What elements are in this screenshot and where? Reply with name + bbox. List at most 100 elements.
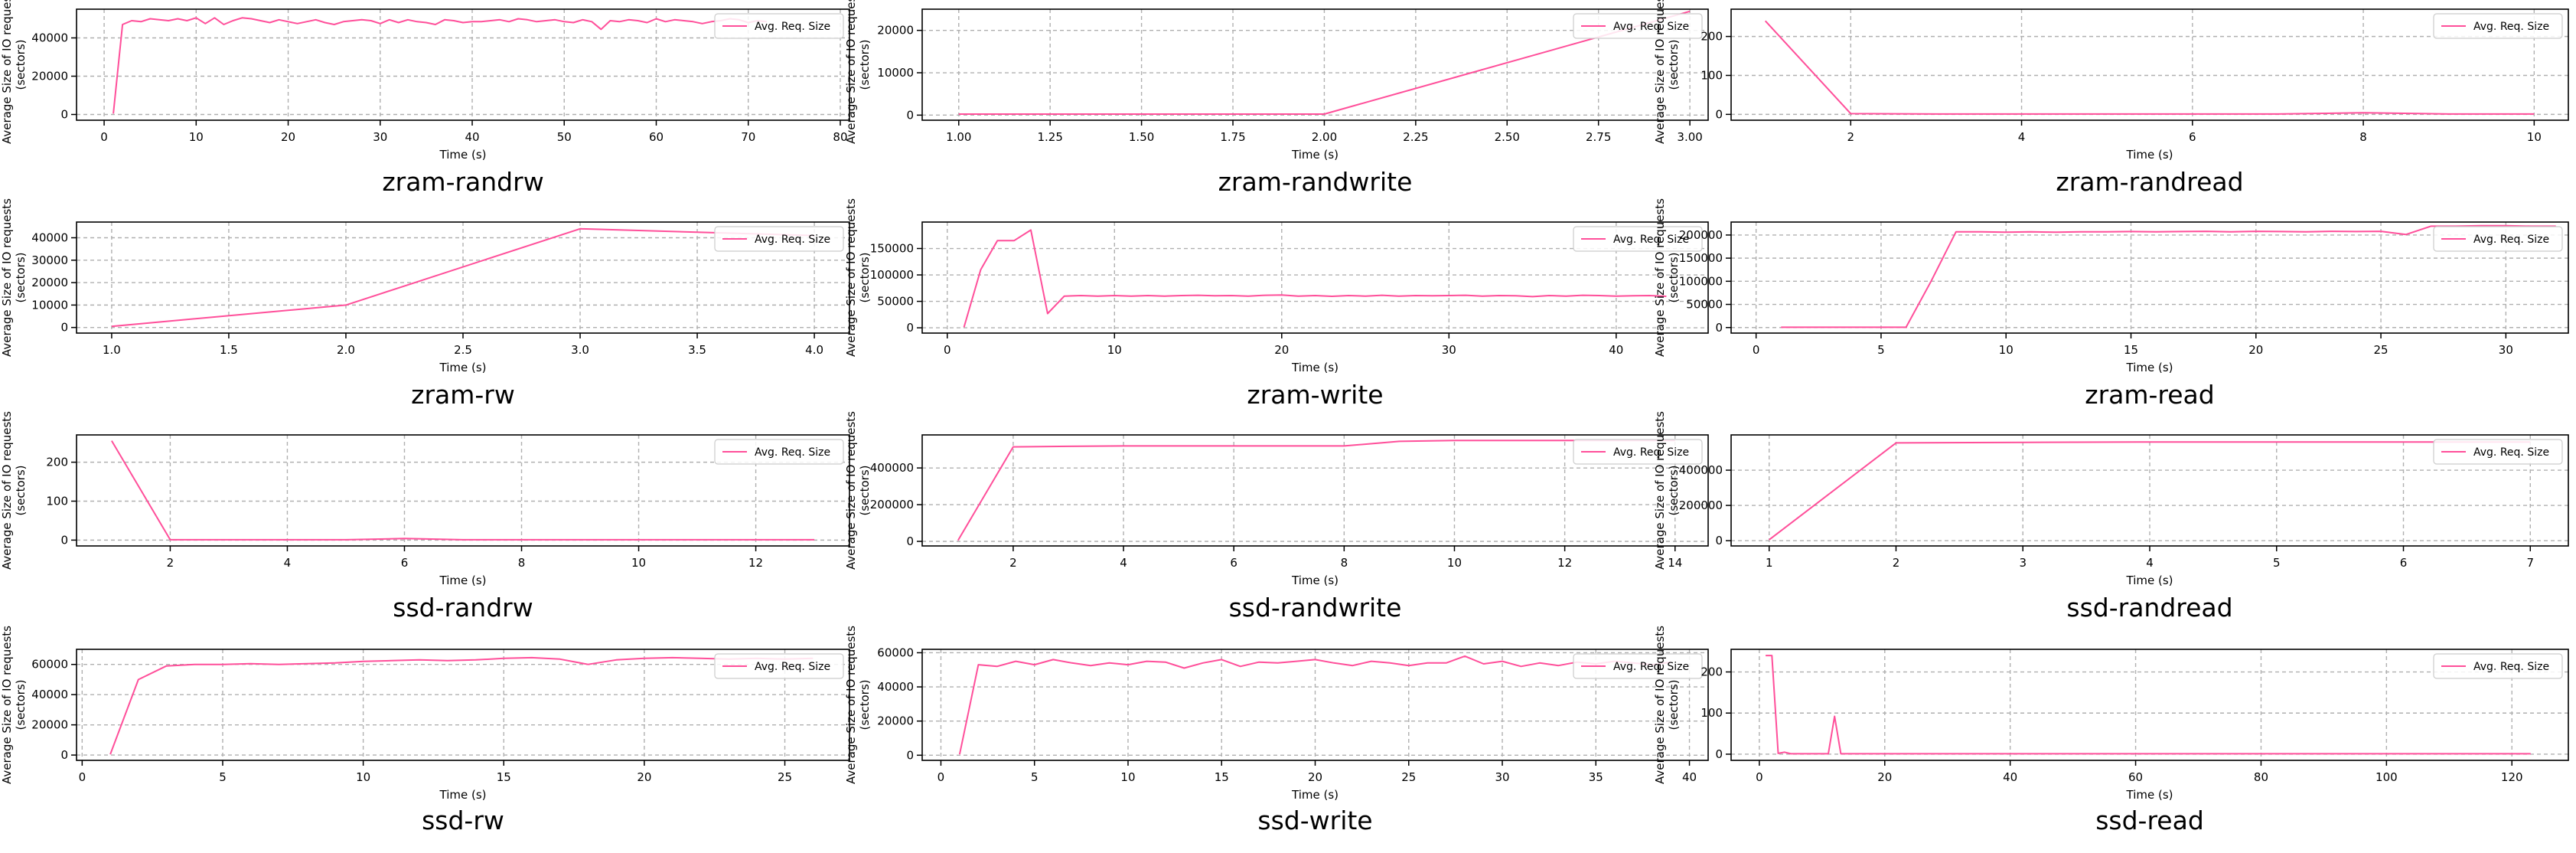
y-tick-label: 150000 [870, 242, 914, 256]
chart-panel: 1 2 3 4 5 6 7 0 200000 400000 Time (s) Average Size… [1653, 411, 2569, 587]
x-tick-label: 6 [2400, 556, 2408, 570]
x-tick-label: 5 [2273, 556, 2281, 570]
x-tick-label: 3.0 [571, 343, 589, 357]
x-axis-label: Time (s) [2126, 574, 2173, 587]
x-tick-label: 7 [2526, 556, 2534, 570]
x-tick-label: 8 [1341, 556, 1348, 570]
series-line [958, 655, 1671, 755]
x-tick-label: 0 [1753, 343, 1760, 357]
x-tick-label: 2.50 [1495, 130, 1520, 144]
x-axis-label: Time (s) [1291, 574, 1339, 587]
y-axis-label-line: (sectors) [1667, 39, 1681, 90]
x-tick-label: 25 [1401, 770, 1416, 784]
x-tick-label: 15 [1215, 770, 1229, 784]
series-line [957, 440, 1675, 541]
chart-panel: 2 4 6 8 10 12 14 0 200000 400000 Time (s) Average S… [844, 411, 1709, 587]
legend-label: Avg. Req. Size [755, 21, 830, 33]
y-axis-label-line: (sectors) [14, 39, 28, 90]
series-line [111, 227, 815, 328]
y-axis-label-line: Average Size of IO requests [1653, 411, 1667, 570]
x-tick-label: 100 [2375, 770, 2398, 784]
y-tick-label: 0 [60, 533, 68, 547]
legend-box [1573, 13, 1703, 39]
y-tick-label: 150000 [1679, 251, 1723, 265]
y-axis-label-line: (sectors) [858, 679, 872, 730]
y-axis-label-line: Average Size of IO requests [0, 411, 14, 570]
legend-label: Avg. Req. Size [755, 661, 830, 673]
x-axis-label: Time (s) [2126, 361, 2173, 374]
x-tick-label: 1.5 [220, 343, 238, 357]
x-axis-label: Time (s) [1291, 361, 1339, 374]
y-axis-label: Average Size of IO requests(sectors) [1653, 198, 1681, 357]
x-tick-label: 40 [1609, 343, 1623, 357]
y-tick-label: 20000 [31, 70, 68, 83]
chart-panel: 0 5 10 15 20 25 30 35 40 0 20000 40000 60000 Time (s)… [844, 626, 1709, 802]
y-tick-label: 200 [1700, 30, 1723, 44]
x-tick-label: 30 [1442, 343, 1456, 357]
legend: Avg. Req. Size [714, 13, 844, 39]
x-axis-label: Time (s) [439, 788, 487, 802]
x-tick-label: 4.0 [805, 343, 823, 357]
x-tick-label: 1.50 [1129, 130, 1154, 144]
y-tick-label: 40000 [31, 31, 68, 45]
x-tick-label: 25 [2374, 343, 2389, 357]
x-tick-label: 1.75 [1220, 130, 1245, 144]
chart-panel: 0 20 40 60 80 100 120 0 100 200 Time (s) Average Si… [1653, 626, 2569, 802]
legend-box [2433, 439, 2563, 465]
y-axis-label-line: (sectors) [14, 465, 28, 515]
legend: Avg. Req. Size [714, 226, 844, 252]
x-tick-label: 60 [2128, 770, 2143, 784]
x-tick-label: 120 [2501, 770, 2523, 784]
chart-panel: 0 5 10 15 20 25 0 20000 40000 60000 Time (s) Averag… [0, 626, 850, 802]
x-tick-label: 1.00 [946, 130, 971, 144]
x-tick-label: 6 [401, 556, 409, 570]
series-line [111, 440, 815, 541]
legend-label: Avg. Req. Size [2473, 661, 2549, 673]
y-axis-label-line: Average Size of IO requests [844, 0, 858, 144]
series-line [1764, 20, 2535, 115]
y-tick-label: 60000 [31, 658, 68, 672]
x-tick-label: 4 [1120, 556, 1127, 570]
series-line [963, 229, 1667, 328]
y-axis-label-line: (sectors) [858, 39, 872, 90]
x-tick-label: 3 [2019, 556, 2027, 570]
y-tick-label: 0 [60, 321, 68, 335]
x-tick-label: 3.5 [688, 343, 706, 357]
legend: Avg. Req. Size [2433, 226, 2563, 252]
chart-title: ssd-randrw [393, 593, 533, 623]
legend: Avg. Req. Size [1573, 653, 1703, 679]
y-tick-label: 100000 [870, 268, 914, 282]
x-tick-label: 20 [637, 770, 651, 784]
series-line [1769, 441, 2531, 541]
legend-box [714, 226, 844, 252]
chart-title: zram-write [1247, 380, 1384, 410]
legend-box [1573, 226, 1703, 252]
x-tick-label: 5 [1877, 343, 1885, 357]
y-tick-label: 20000 [877, 24, 914, 38]
x-tick-label: 10 [1447, 556, 1462, 570]
y-tick-label: 100000 [1679, 274, 1723, 288]
x-tick-label: 8 [518, 556, 526, 570]
y-axis-label-line: (sectors) [858, 465, 872, 515]
axes-frame [1730, 434, 2569, 547]
y-axis-label-line: Average Size of IO requests [1653, 0, 1667, 144]
legend: Avg. Req. Size [714, 439, 844, 465]
y-tick-label: 40000 [31, 231, 68, 245]
legend: Avg. Req. Size [2433, 13, 2563, 39]
x-tick-label: 2.75 [1586, 130, 1611, 144]
y-tick-label: 60000 [877, 645, 914, 659]
x-axis-label: Time (s) [2126, 148, 2173, 162]
legend-label: Avg. Req. Size [755, 234, 830, 246]
y-tick-label: 0 [906, 108, 914, 122]
y-tick-label: 0 [1715, 534, 1723, 547]
chart-panel: 1.00 1.25 1.50 1.75 2.00 2.25 2.50 2.75 3.00 0 100… [844, 0, 1709, 162]
x-tick-label: 20 [281, 130, 295, 144]
legend: Avg. Req. Size [1573, 226, 1703, 252]
y-tick-label: 40000 [31, 688, 68, 701]
y-axis-label: Average Size of IO requests(sectors) [0, 626, 28, 784]
axes-frame [76, 649, 850, 761]
x-tick-label: 4 [284, 556, 292, 570]
x-tick-label: 30 [373, 130, 387, 144]
